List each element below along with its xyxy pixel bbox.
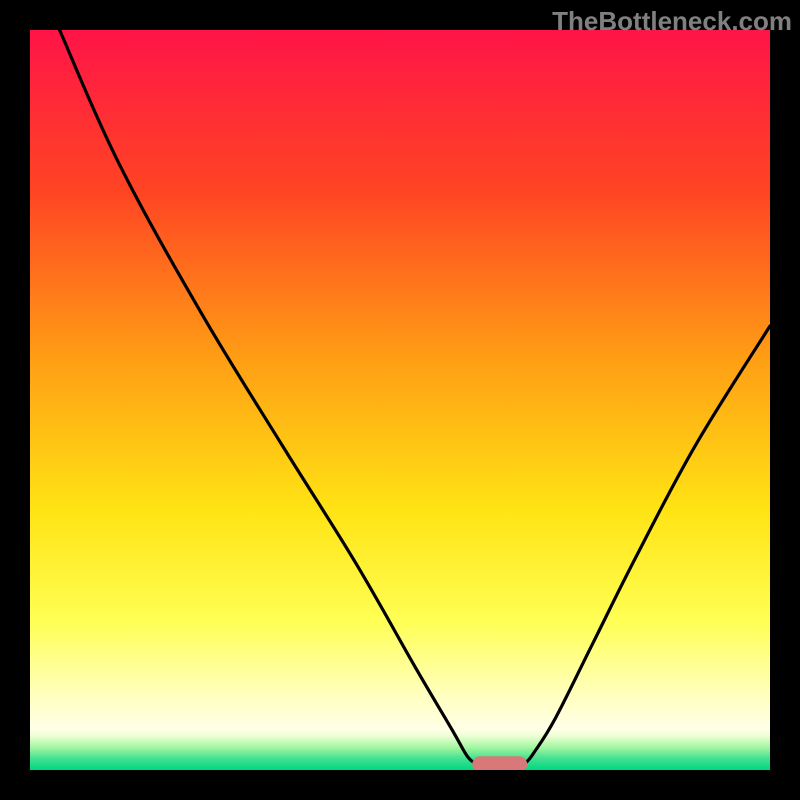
curve-right-branch — [526, 326, 770, 763]
minimum-marker — [472, 756, 528, 770]
watermark-text: TheBottleneck.com — [552, 6, 792, 37]
curve-left-branch — [60, 30, 474, 763]
chart-plot-area — [30, 30, 770, 770]
chart-curves — [30, 30, 770, 770]
